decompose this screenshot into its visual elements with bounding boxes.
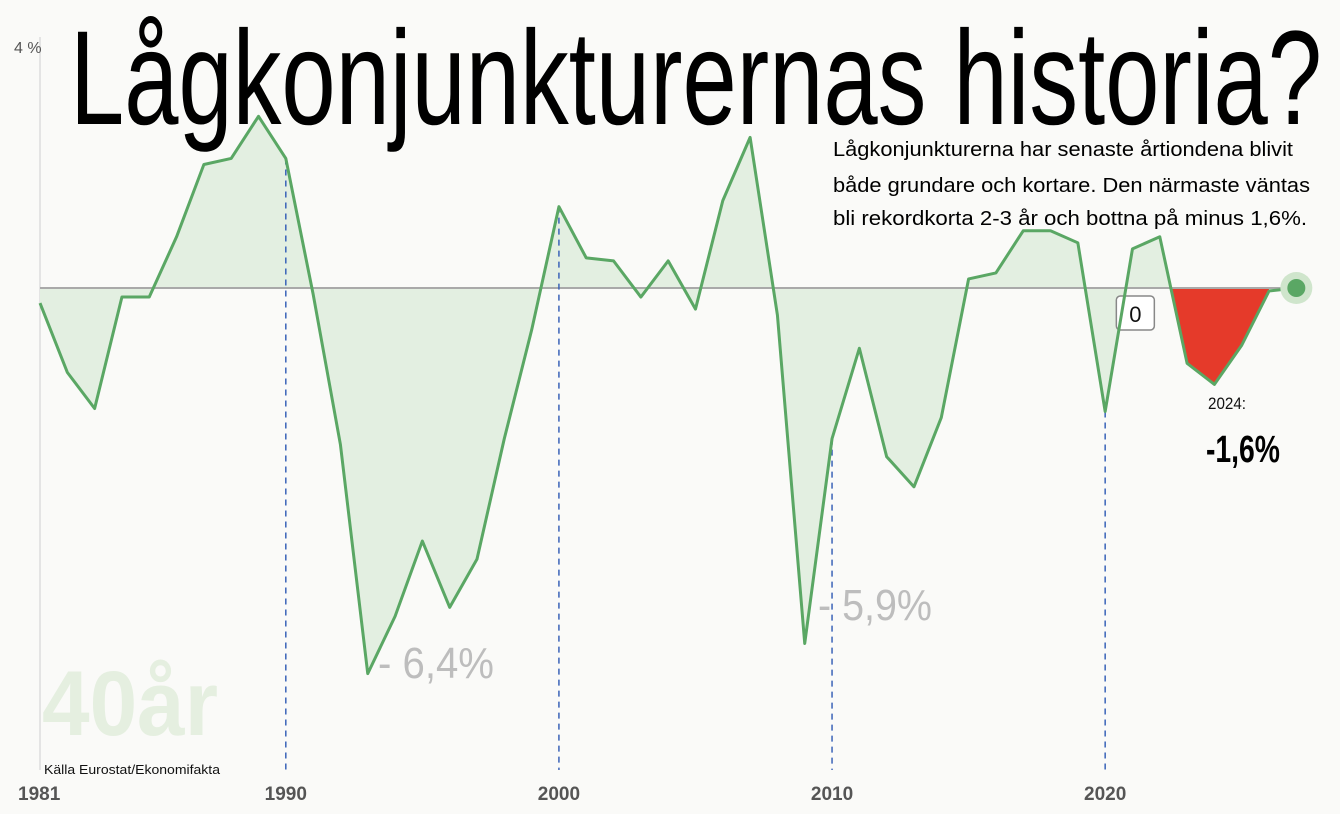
end-point bbox=[1287, 279, 1306, 297]
x-tick-label: 1981 bbox=[18, 784, 61, 805]
y-tick-label: 0 bbox=[1129, 302, 1141, 327]
plot: 0 4 % 1981 1990 2000 2010 2020 - 6,4% - 5,9% 2024… bbox=[14, 37, 1313, 805]
subtitle-line: både grundare och kortare. Den närmaste … bbox=[833, 175, 1310, 197]
annotation: -1,6% bbox=[1206, 429, 1280, 471]
subtitle-line: Lågkonjunkturerna har senaste årtiondena… bbox=[833, 139, 1293, 161]
source: Källa Eurostat/Ekonomifakta bbox=[44, 762, 221, 777]
x-tick-label: 1990 bbox=[265, 784, 307, 805]
x-tick-label: 2020 bbox=[1084, 784, 1126, 805]
area bbox=[40, 116, 1297, 674]
line bbox=[38, 114, 1297, 676]
chart-title: Lågkonjunkturernas historia? bbox=[70, 4, 1322, 153]
x-tick-label: 2000 bbox=[538, 784, 580, 805]
watermark: 40år bbox=[42, 653, 218, 755]
x-tick-label: 2010 bbox=[811, 784, 853, 805]
zero-label-box bbox=[1115, 295, 1156, 331]
subtitle-line: bli rekordkorta 2-3 år och bottna på min… bbox=[833, 208, 1307, 230]
annotation: - 5,9% bbox=[818, 581, 932, 630]
annotation: - 6,4% bbox=[378, 639, 494, 688]
annotation: 2024: bbox=[1208, 394, 1246, 413]
y-tick-label: 4 % bbox=[14, 40, 42, 57]
